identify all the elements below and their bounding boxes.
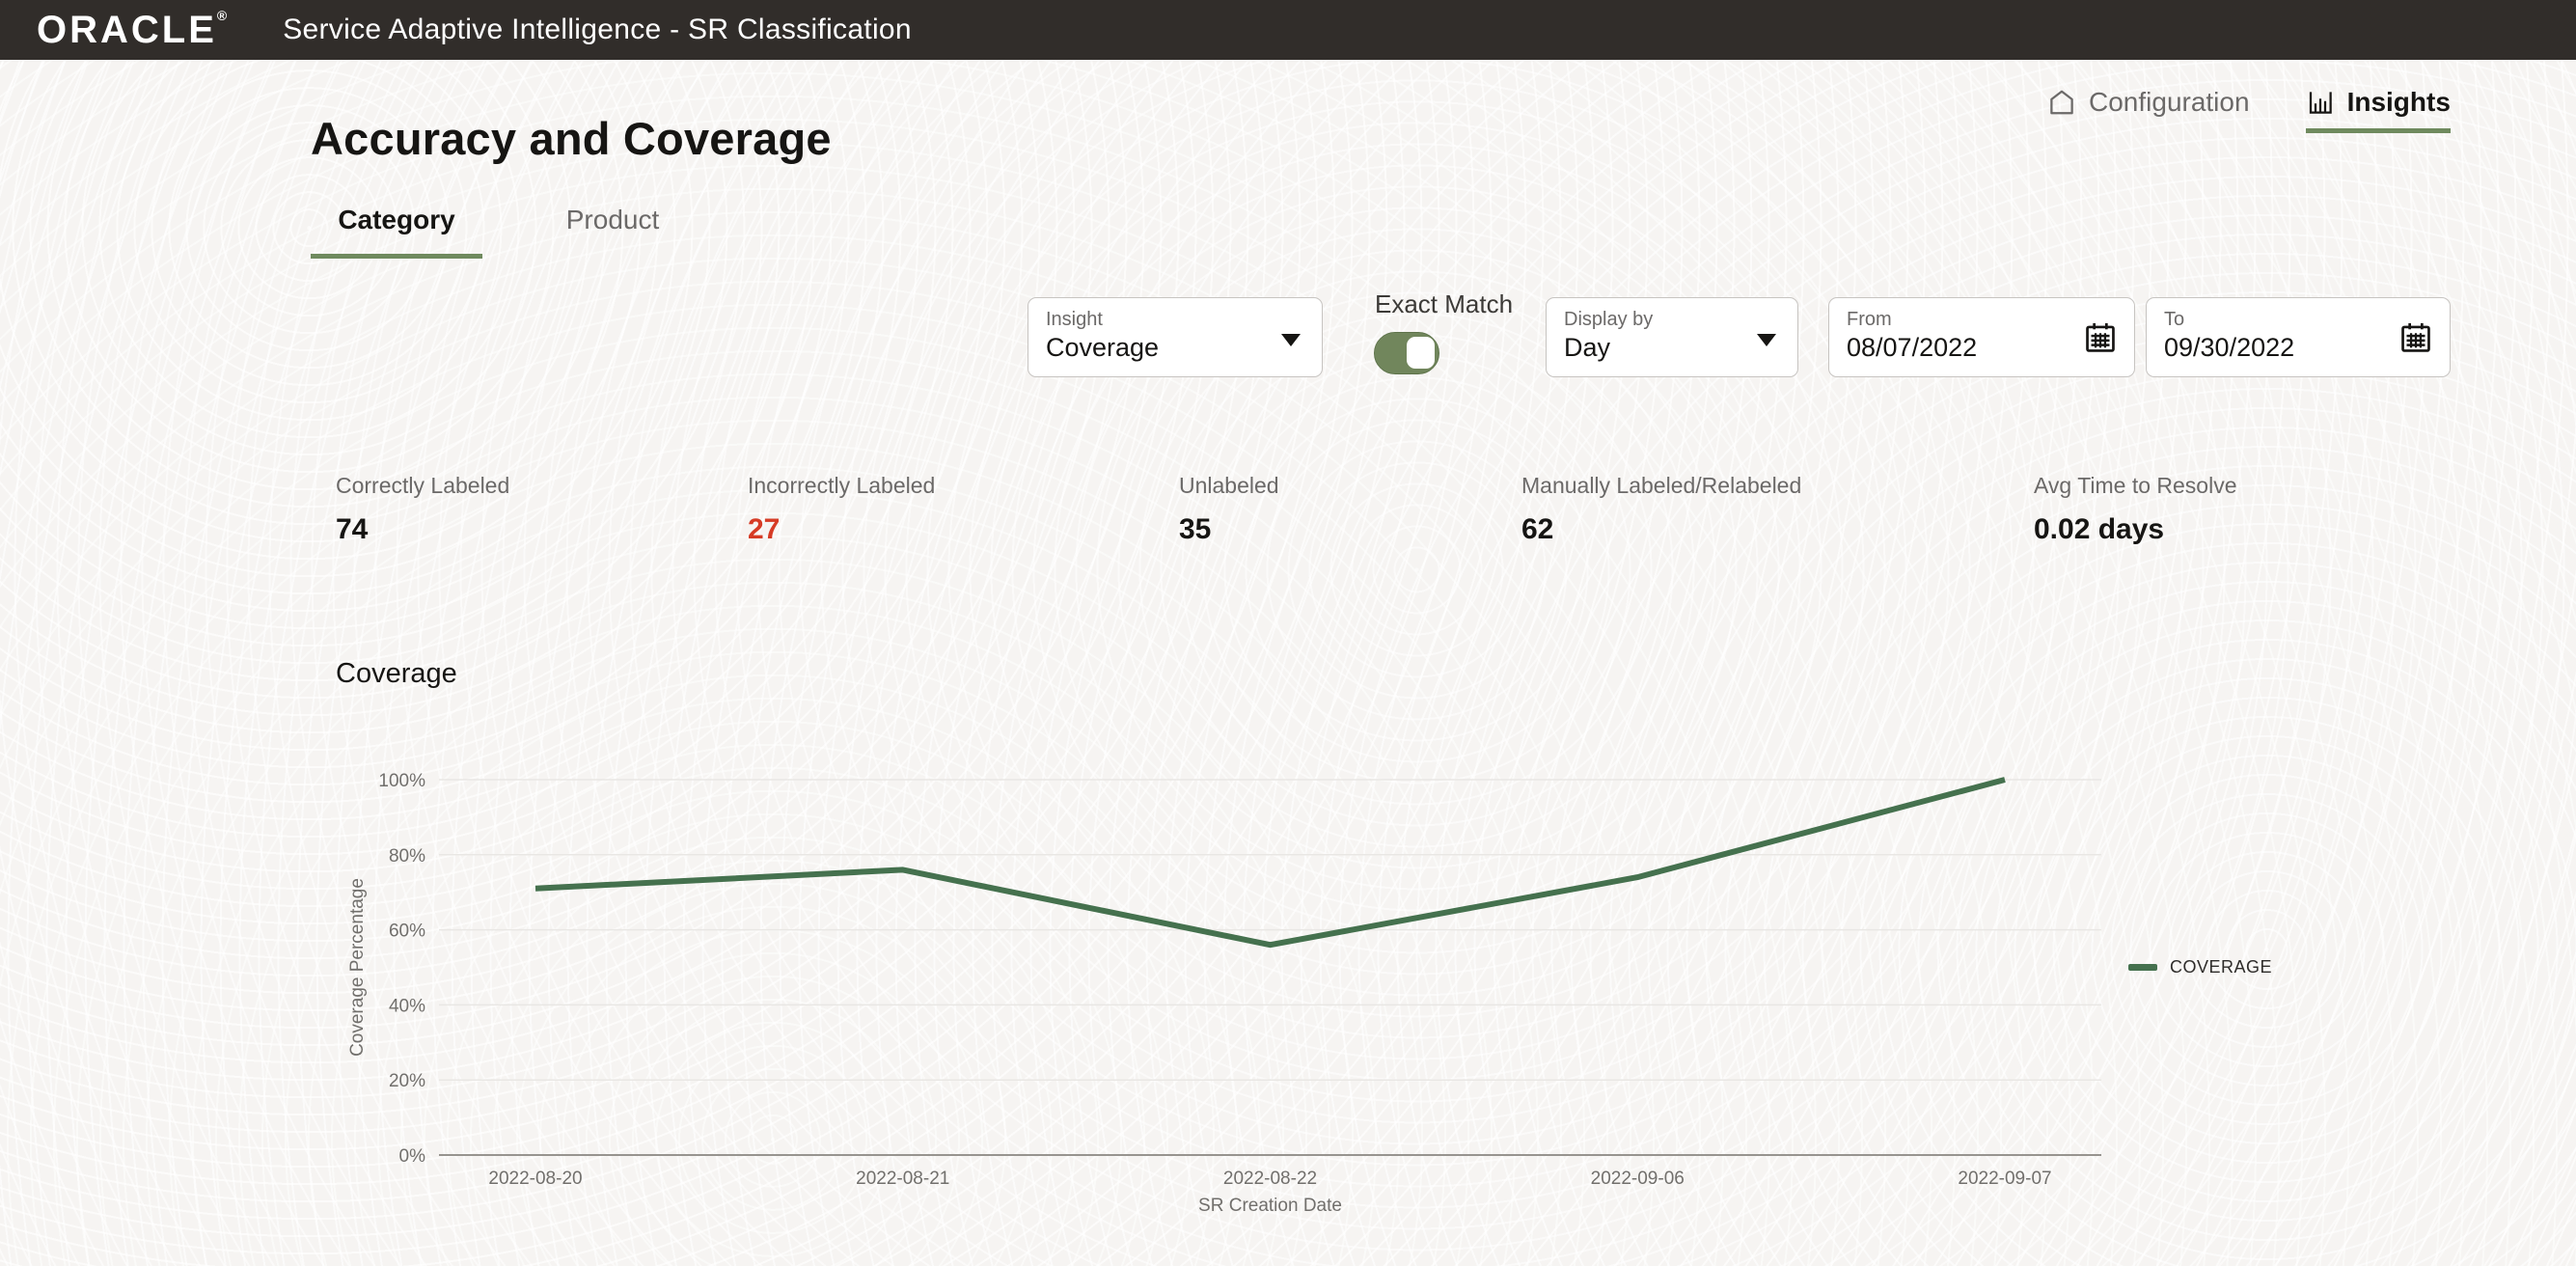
bar-chart-icon: [2306, 88, 2335, 117]
stat-value: 35: [1179, 513, 1212, 545]
legend-swatch: [2128, 964, 2157, 971]
chart-legend: COVERAGE: [2128, 957, 2272, 977]
svg-text:60%: 60%: [389, 922, 425, 942]
insight-select-label: Insight: [1046, 309, 1103, 330]
stat-avg-time-to-resolve: Avg Time to Resolve 0.02 days: [2034, 473, 2237, 546]
nav-insights[interactable]: Insights: [2305, 87, 2452, 133]
svg-text:20%: 20%: [389, 1071, 425, 1091]
exact-match-label: Exact Match: [1375, 289, 1514, 318]
stat-label: Avg Time to Resolve: [2034, 473, 2237, 498]
to-date-label: To: [2164, 309, 2185, 330]
stat-value: 74: [336, 513, 369, 545]
calendar-icon[interactable]: [2082, 319, 2119, 361]
legend-label: COVERAGE: [2170, 957, 2273, 977]
nav-configuration[interactable]: Configuration: [2047, 87, 2250, 133]
exact-match-toggle[interactable]: [1374, 332, 1439, 374]
app-header: ORACLE® Service Adaptive Intelligence - …: [0, 0, 2576, 60]
display-by-select[interactable]: Display by Day: [1546, 297, 1798, 377]
insight-select[interactable]: Insight Coverage: [1028, 297, 1323, 377]
insight-select-value: Coverage: [1046, 333, 1160, 362]
top-nav: Configuration Insights: [2047, 87, 2452, 133]
tab-category[interactable]: Category: [311, 205, 482, 259]
stat-label: Correctly Labeled: [336, 473, 510, 498]
to-date-field[interactable]: To 09/30/2022: [2146, 297, 2451, 377]
svg-text:Coverage Percentage: Coverage Percentage: [347, 878, 368, 1057]
from-date-value: 08/07/2022: [1847, 333, 1978, 362]
oracle-logo: ORACLE®: [37, 8, 228, 51]
chevron-down-icon: [1281, 334, 1301, 346]
nav-configuration-label: Configuration: [2089, 87, 2250, 117]
from-date-label: From: [1847, 309, 1892, 330]
chart-title: Coverage: [336, 658, 457, 689]
toggle-knob: [1407, 337, 1435, 369]
configuration-icon: [2047, 88, 2076, 117]
stat-unlabeled: Unlabeled 35: [1179, 473, 1279, 546]
stat-correctly-labeled: Correctly Labeled 74: [336, 473, 509, 546]
chevron-down-icon: [1757, 334, 1776, 346]
svg-text:0%: 0%: [399, 1146, 426, 1167]
svg-text:SR Creation Date: SR Creation Date: [1198, 1196, 1342, 1216]
stat-label: Unlabeled: [1179, 473, 1279, 498]
to-date-value: 09/30/2022: [2164, 333, 2295, 362]
stat-value: 62: [1521, 513, 1554, 545]
app-title: Service Adaptive Intelligence - SR Class…: [283, 14, 912, 45]
svg-text:2022-08-20: 2022-08-20: [488, 1169, 582, 1189]
stat-incorrectly-labeled: Incorrectly Labeled 27: [748, 473, 935, 546]
page-title: Accuracy and Coverage: [311, 113, 832, 164]
stat-value: 27: [748, 513, 781, 545]
nav-insights-label: Insights: [2346, 87, 2451, 117]
coverage-chart: 0% 20% 40% 60% 80% 100% 2022-08-20 2022-08-21 20…: [347, 771, 2101, 1216]
calendar-icon[interactable]: [2398, 319, 2434, 361]
tab-bar: Category Product: [311, 205, 685, 259]
svg-text:100%: 100%: [378, 771, 425, 791]
from-date-field[interactable]: From 08/07/2022: [1828, 297, 2135, 377]
display-by-label: Display by: [1564, 309, 1654, 330]
tab-product[interactable]: Product: [565, 205, 660, 234]
registered-mark: ®: [216, 8, 228, 23]
svg-text:80%: 80%: [389, 846, 425, 867]
svg-text:2022-09-07: 2022-09-07: [1958, 1169, 2051, 1189]
stat-label: Manually Labeled/Relabeled: [1521, 473, 1802, 498]
svg-text:2022-08-21: 2022-08-21: [856, 1169, 949, 1189]
svg-text:40%: 40%: [389, 996, 425, 1016]
display-by-value: Day: [1564, 333, 1611, 362]
stat-value: 0.02 days: [2034, 513, 2165, 545]
svg-text:2022-09-06: 2022-09-06: [1591, 1169, 1685, 1189]
stat-manually-labeled: Manually Labeled/Relabeled 62: [1521, 473, 1801, 546]
svg-text:2022-08-22: 2022-08-22: [1223, 1169, 1317, 1189]
stat-label: Incorrectly Labeled: [748, 473, 936, 498]
